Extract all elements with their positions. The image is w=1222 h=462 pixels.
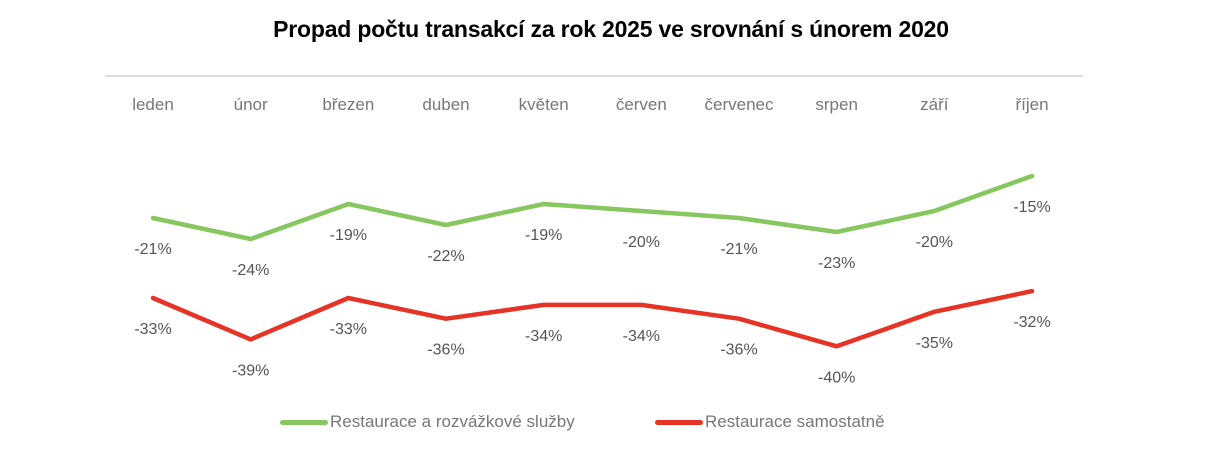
series-lines: [150, 173, 1035, 349]
category-label: únor: [234, 95, 268, 114]
data-label: -20%: [623, 234, 660, 251]
category-label: říjen: [1015, 95, 1048, 114]
series-line-1[interactable]: [150, 288, 1035, 349]
data-label: -15%: [1013, 199, 1050, 216]
legend-label: Restaurace samostatně: [705, 412, 885, 431]
data-label: -34%: [525, 328, 562, 345]
category-label: březen: [322, 95, 374, 114]
category-label: srpen: [815, 95, 858, 114]
data-label: -35%: [916, 335, 953, 352]
legend-swatch-red: [655, 419, 703, 425]
data-label: -19%: [330, 227, 367, 244]
data-label: -22%: [427, 248, 464, 265]
category-label: červenec: [705, 95, 774, 114]
data-label: -40%: [818, 369, 855, 386]
data-label: -24%: [232, 262, 269, 279]
data-label: -36%: [720, 342, 757, 359]
data-label: -36%: [427, 342, 464, 359]
category-label: leden: [132, 95, 174, 114]
category-label: červen: [616, 95, 667, 114]
legend-item-restaurace-samostatne[interactable]: Restaurace samostatně: [655, 412, 885, 432]
chart-title: Propad počtu transakcí za rok 2025 ve sr…: [273, 16, 949, 42]
data-label: -32%: [1013, 314, 1050, 331]
data-label: -33%: [330, 321, 367, 338]
category-axis-labels: leden únor březen duben květen červen červenec…: [132, 95, 1048, 114]
data-label: -34%: [623, 328, 660, 345]
data-labels: -21% -24% -19% -22% -19% -20% -21% -23% -20% -15%…: [134, 199, 1050, 386]
data-label: -23%: [818, 255, 855, 272]
data-label: -19%: [525, 227, 562, 244]
legend: Restaurace a rozvážkové služby Restaurac…: [0, 412, 1222, 436]
data-label: -20%: [916, 234, 953, 251]
legend-item-restaurace-a-rozvazkove-sluzby[interactable]: Restaurace a rozvážkové služby: [280, 412, 575, 432]
category-label: duben: [422, 95, 469, 114]
legend-swatch-green: [280, 419, 328, 425]
series-line-0[interactable]: [150, 173, 1035, 242]
category-label: září: [920, 95, 949, 114]
data-label: -21%: [134, 241, 171, 258]
data-label: -33%: [134, 321, 171, 338]
legend-label: Restaurace a rozvážkové služby: [330, 412, 575, 431]
category-label: květen: [519, 95, 569, 114]
data-label: -39%: [232, 362, 269, 379]
data-label: -21%: [720, 241, 757, 258]
